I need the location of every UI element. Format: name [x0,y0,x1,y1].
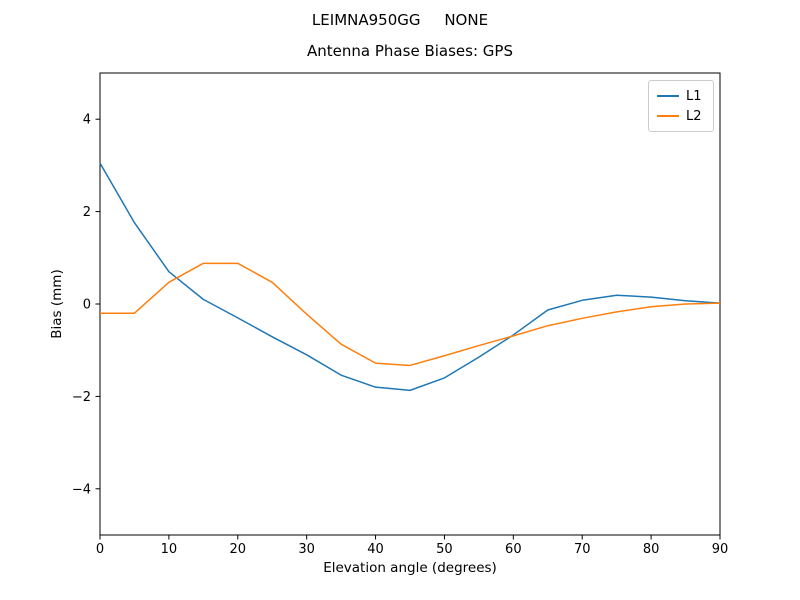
legend-label-l1: L1 [686,88,702,104]
y-tick-label: 2 [83,205,91,220]
x-tick-label: 80 [643,542,660,557]
legend-label-l2: L2 [686,108,702,124]
series-line-l1 [99,162,721,392]
legend-line-sample-l2 [657,115,679,117]
x-tick-label: 70 [574,542,591,557]
legend-line-sample-l1 [657,95,679,97]
legend: L1 L2 [648,80,714,132]
y-tick-label: −4 [72,482,91,497]
x-tick-label: 40 [367,542,384,557]
x-tick-label: 20 [230,542,247,557]
y-tick-label: 0 [83,298,91,313]
y-tick-label: 4 [83,113,91,128]
x-tick-label: 0 [96,542,104,557]
x-tick-label: 50 [436,542,453,557]
figure-suptitle: LEIMNA950GG NONE [311,11,489,29]
legend-item-l1: L1 [657,86,705,106]
x-tick-label: 90 [712,542,729,557]
series-line-l2 [100,262,721,367]
y-axis-label: Bias (mm) [49,269,65,339]
x-axis-label: Elevation angle (degrees) [323,560,497,576]
x-tick-label: 10 [161,542,178,557]
x-tick-label: 30 [298,542,315,557]
x-tick-label: 60 [505,542,522,557]
legend-item-l2: L2 [657,106,705,126]
axes-spines [99,72,721,536]
axes-title: Antenna Phase Biases: GPS [307,42,513,60]
y-tick-label: −2 [72,390,91,405]
